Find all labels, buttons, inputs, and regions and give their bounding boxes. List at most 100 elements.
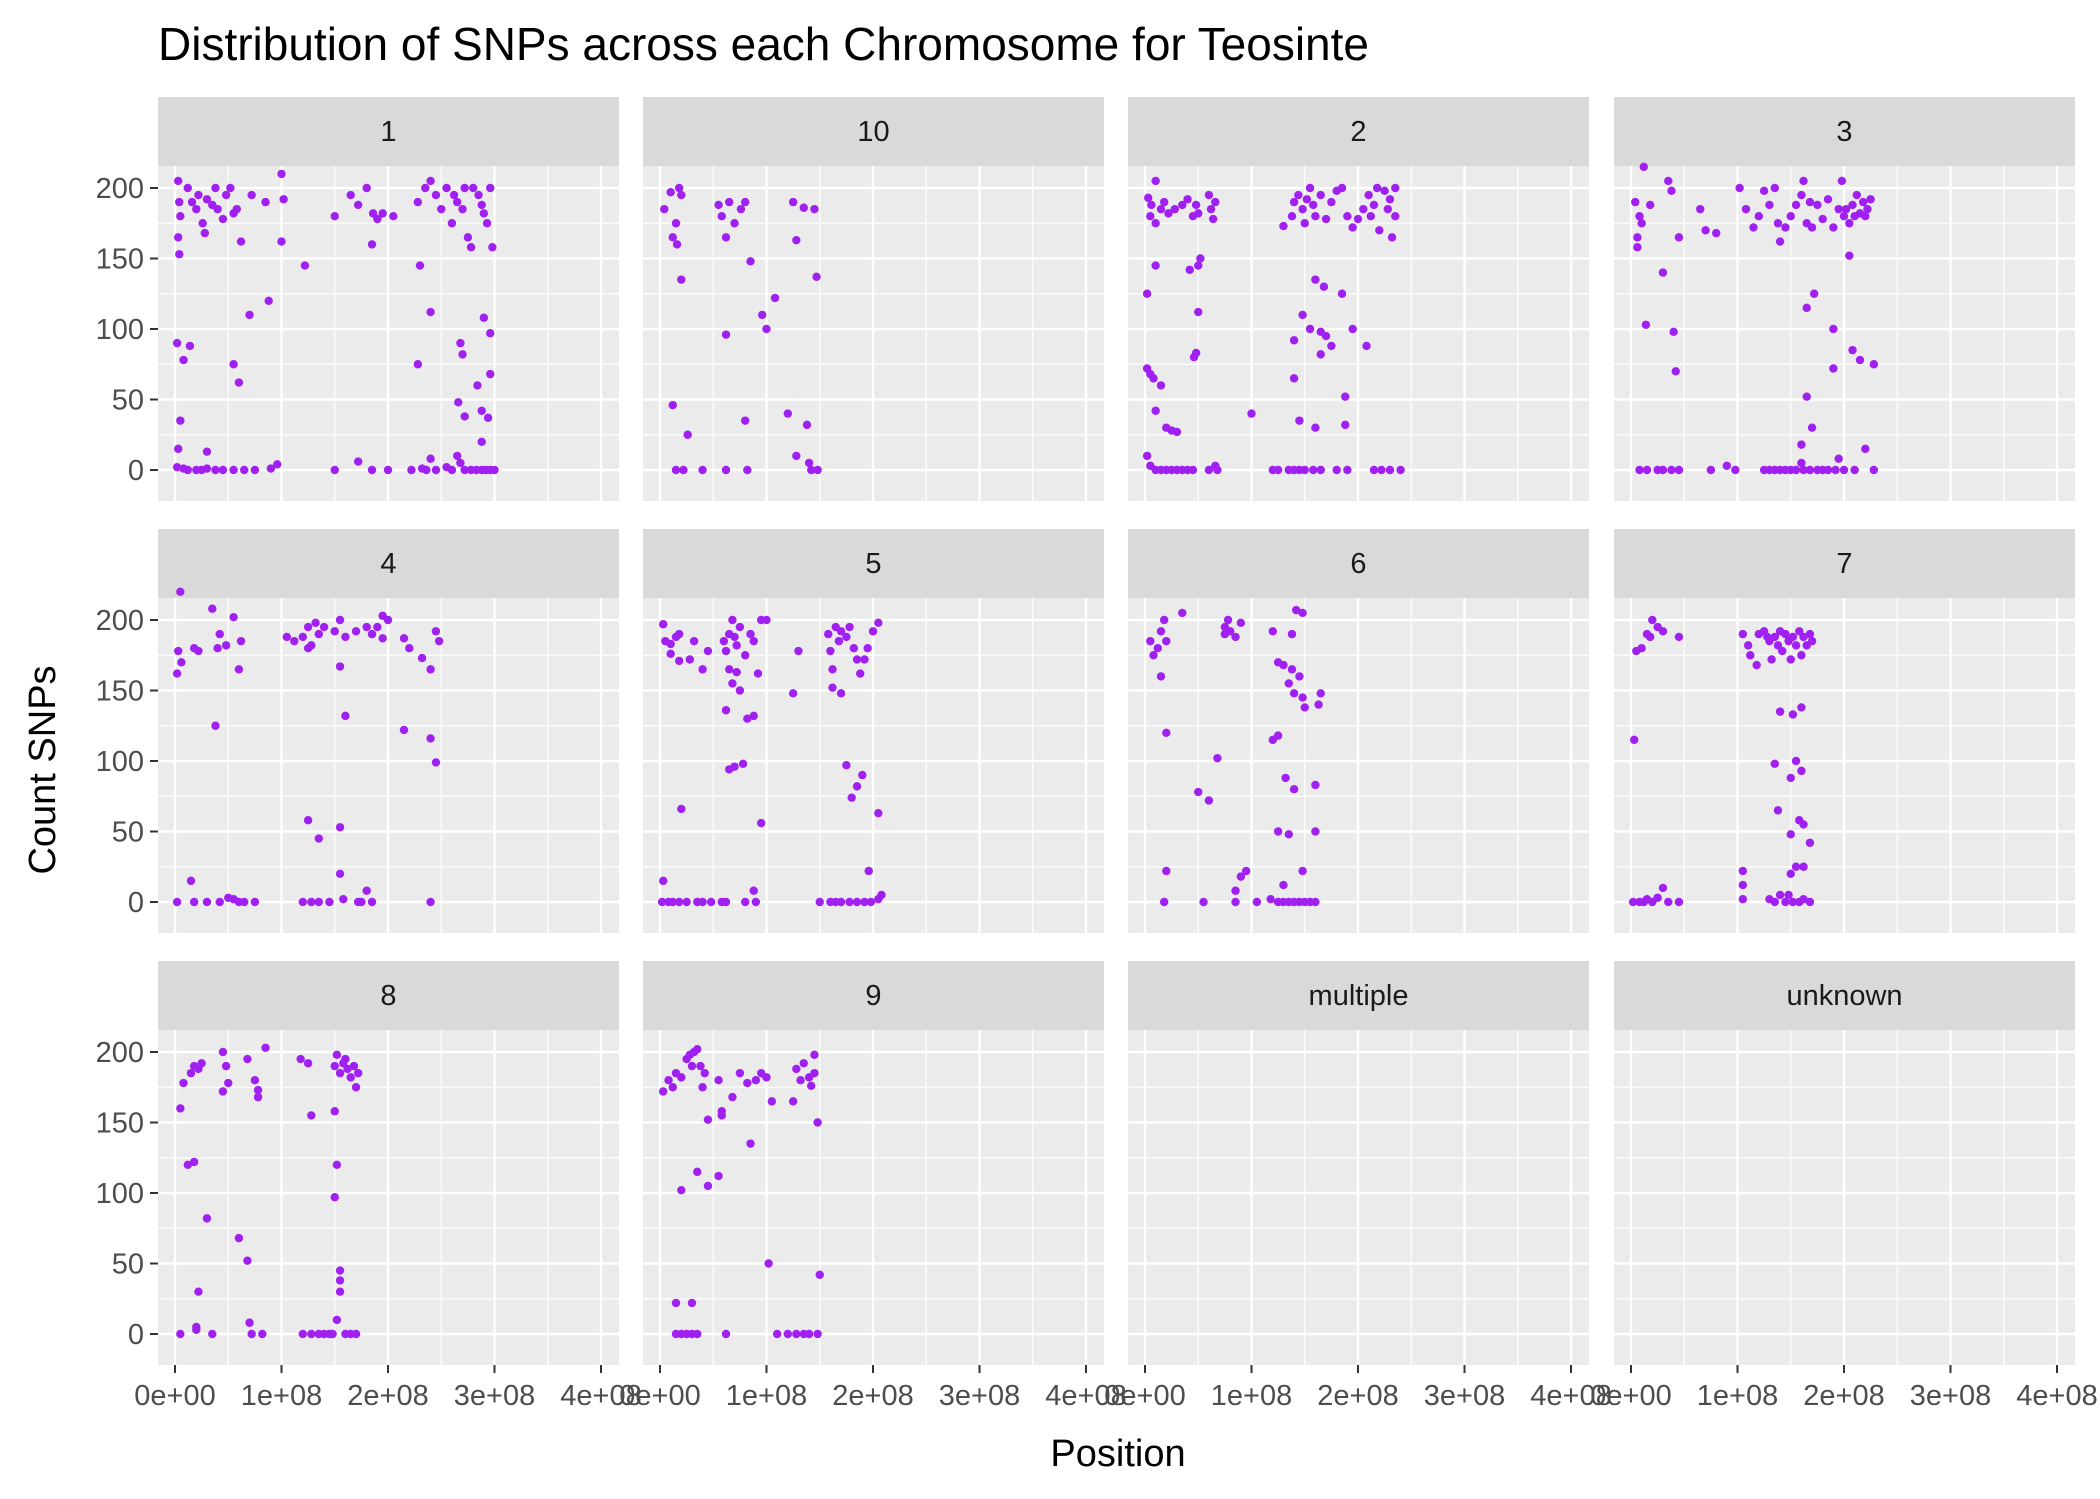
x-tick-label: 2e+08 <box>347 1380 428 1412</box>
data-point <box>479 313 489 322</box>
data-point <box>477 200 486 210</box>
data-point <box>706 897 716 907</box>
data-point <box>1147 200 1156 210</box>
data-point <box>845 897 854 907</box>
data-point <box>189 1157 199 1167</box>
data-point <box>674 897 684 907</box>
data-point <box>687 1298 697 1308</box>
data-point <box>1791 465 1801 475</box>
data-point <box>743 714 752 723</box>
data-point <box>474 190 483 200</box>
data-point <box>1799 465 1808 475</box>
data-point <box>426 665 435 674</box>
data-point <box>303 816 313 825</box>
data-point <box>218 214 228 224</box>
data-point <box>794 646 803 656</box>
data-point <box>172 669 182 678</box>
data-point <box>1287 212 1297 221</box>
facet-strip-label: 9 <box>865 980 881 1012</box>
facet-strip-label: 1 <box>380 116 396 148</box>
data-point <box>1151 219 1160 228</box>
facet-panel: multiple <box>1128 961 1589 1365</box>
data-point <box>721 465 731 475</box>
data-point <box>746 1139 755 1148</box>
data-point <box>353 200 363 210</box>
facet-panel: 9 <box>643 961 1104 1365</box>
x-tick-label: 2e+08 <box>1803 1380 1884 1412</box>
facet-strip <box>1614 529 2075 598</box>
data-point <box>307 1329 316 1339</box>
data-point <box>735 1068 745 1078</box>
data-point <box>477 437 486 446</box>
data-point <box>1220 629 1230 639</box>
data-point <box>1805 838 1815 847</box>
data-point <box>1143 193 1153 203</box>
data-point <box>1797 651 1806 660</box>
data-point <box>679 465 688 475</box>
y-tick-label: 150 <box>96 676 144 708</box>
data-point <box>828 665 837 674</box>
data-point <box>261 1043 270 1052</box>
y-axis-title: Count SNPs <box>22 665 64 874</box>
data-point <box>1866 195 1875 204</box>
data-point <box>296 1054 305 1064</box>
data-point <box>1858 197 1868 207</box>
data-point <box>413 360 423 369</box>
x-tick-label: 4e+08 <box>1530 1380 1611 1412</box>
data-point <box>1696 204 1705 214</box>
data-point <box>351 627 361 636</box>
data-point <box>332 1160 342 1170</box>
data-point <box>405 644 414 653</box>
data-point <box>1754 212 1764 221</box>
data-point <box>762 615 771 625</box>
data-point <box>698 465 707 475</box>
data-point <box>183 1160 192 1170</box>
data-point <box>677 804 686 814</box>
data-point <box>1667 465 1676 475</box>
data-point <box>186 1068 196 1078</box>
data-point <box>1749 223 1758 232</box>
data-point <box>1671 367 1680 376</box>
data-point <box>460 183 469 193</box>
data-point <box>749 886 758 895</box>
data-point <box>741 416 750 425</box>
data-point <box>746 257 755 266</box>
data-point <box>1799 820 1808 829</box>
data-point <box>458 204 467 214</box>
x-tick-label: 3e+08 <box>454 1380 535 1412</box>
panel-grid <box>158 166 619 501</box>
data-point <box>1149 374 1158 383</box>
data-point <box>208 1329 217 1339</box>
data-point <box>1302 195 1312 204</box>
data-point <box>330 1107 339 1116</box>
data-point <box>282 632 292 642</box>
data-point <box>696 1061 705 1071</box>
data-point <box>221 190 231 200</box>
data-point <box>668 400 677 410</box>
data-point <box>1369 465 1379 475</box>
data-point <box>721 897 731 907</box>
data-point <box>732 667 741 677</box>
facet-panel: 4 <box>158 529 619 933</box>
data-point <box>672 240 682 249</box>
data-point <box>357 897 366 907</box>
data-points <box>660 183 822 475</box>
data-point <box>383 465 393 475</box>
data-point <box>1385 465 1395 475</box>
data-point <box>215 629 224 639</box>
x-tick-label: 4e+08 <box>560 1380 641 1412</box>
data-point <box>1305 183 1315 193</box>
data-point <box>693 1044 702 1054</box>
data-point <box>1156 627 1166 636</box>
data-point <box>335 1287 345 1296</box>
data-point <box>815 897 824 907</box>
data-point <box>460 412 469 421</box>
data-point <box>683 430 692 439</box>
data-point <box>192 204 201 214</box>
data-point <box>298 1329 307 1339</box>
data-point <box>277 237 286 246</box>
data-point <box>229 360 238 369</box>
data-point <box>1635 465 1644 475</box>
data-point <box>1341 420 1350 430</box>
data-point <box>1628 897 1638 907</box>
